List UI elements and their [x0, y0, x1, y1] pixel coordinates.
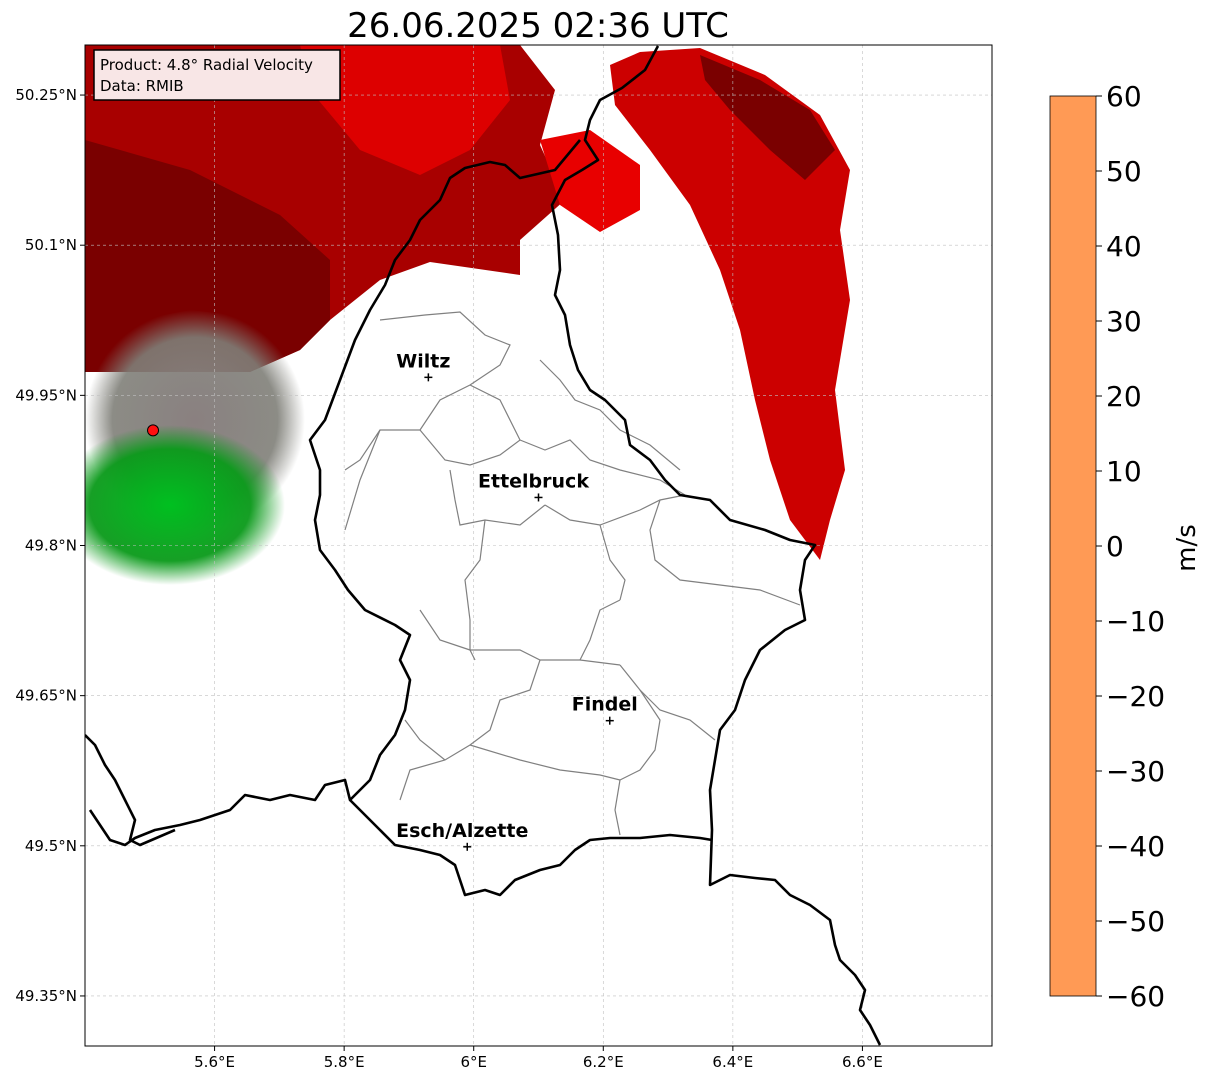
colorbar-tick-label: −40 [1106, 830, 1165, 863]
colorbar-tick-label: −30 [1106, 755, 1165, 788]
colorbar-ticks: 60 50 40 30 20 10 0 −10 −20 −30 −40 −50 −60 [1096, 80, 1165, 1013]
national-borders [85, 45, 882, 1046]
colorbar-tick-label: 10 [1106, 455, 1142, 488]
y-tick-label: 49.35°N [15, 987, 77, 1005]
colorbar-tick-label: 50 [1106, 155, 1142, 188]
colorbar: 60 50 40 30 20 10 0 −10 −20 −30 −40 −50 −60 m/s [1049, 80, 1202, 1013]
colorbar-tick-label: 20 [1106, 380, 1142, 413]
echo-north-bright [300, 45, 510, 175]
echo-west-dark-core [85, 140, 330, 372]
echo-northeast-band [610, 48, 850, 560]
echo-northeast-core [700, 55, 835, 180]
x-tick-label: 6°E [460, 1053, 487, 1071]
city-findel: Findel [572, 694, 638, 725]
radar-echoes [85, 45, 850, 585]
x-tick-label: 6.2°E [583, 1053, 624, 1071]
radar-site-marker [147, 424, 160, 437]
city-label: Esch/Alzette [396, 820, 528, 842]
city-label: Findel [572, 694, 638, 716]
colorbar-tick-label: −50 [1106, 905, 1165, 938]
y-tick-label: 49.8°N [25, 537, 77, 555]
colorbar-gradient [1049, 95, 1097, 997]
x-tick-label: 6.6°E [842, 1053, 883, 1071]
city-esch-alzette: Esch/Alzette [396, 820, 528, 851]
x-tick-label: 5.6°E [194, 1053, 235, 1071]
y-axis-ticks: 50.25°N 50.1°N 49.95°N 49.8°N 49.65°N 49.5°N 4… [15, 86, 85, 1005]
colorbar-tick-label: 0 [1106, 530, 1124, 563]
echo-green-zone [85, 425, 285, 585]
plot-area: Wiltz Ettelbruck Findel Esch/Alzette [85, 45, 992, 1046]
y-tick-label: 50.25°N [15, 86, 77, 104]
city-ettelbruck: Ettelbruck [478, 470, 589, 502]
city-label: Wiltz [396, 350, 450, 372]
y-tick-label: 49.95°N [15, 386, 77, 404]
colorbar-tick-label: 30 [1106, 305, 1142, 338]
city-wiltz: Wiltz [396, 350, 450, 382]
radar-site [147, 424, 160, 437]
x-tick-label: 6.4°E [712, 1053, 753, 1071]
y-tick-label: 50.1°N [25, 236, 77, 254]
info-product: Product: 4.8° Radial Velocity [100, 56, 313, 74]
colorbar-tick-label: 60 [1106, 80, 1142, 113]
colorbar-tick-label: −10 [1106, 605, 1165, 638]
y-tick-label: 49.5°N [25, 837, 77, 855]
colorbar-tick-label: 40 [1106, 230, 1142, 263]
info-box: Product: 4.8° Radial Velocity Data: RMIB [93, 49, 341, 101]
echo-center-patch [540, 130, 640, 232]
y-tick-label: 49.65°N [15, 687, 77, 705]
x-axis-ticks: 5.6°E 5.8°E 6°E 6.2°E 6.4°E 6.6°E [194, 1046, 883, 1071]
colorbar-label: m/s [1172, 524, 1202, 572]
x-tick-label: 5.8°E [324, 1053, 365, 1071]
info-data-source: Data: RMIB [100, 77, 184, 95]
map-title: 26.06.2025 02:36 UTC [347, 6, 729, 46]
city-markers: Wiltz Ettelbruck Findel Esch/Alzette [396, 350, 638, 851]
colorbar-tick-label: −20 [1106, 680, 1165, 713]
internal-boundaries [344, 311, 801, 836]
colorbar-tick-label: −60 [1106, 980, 1165, 1013]
city-label: Ettelbruck [478, 470, 589, 492]
